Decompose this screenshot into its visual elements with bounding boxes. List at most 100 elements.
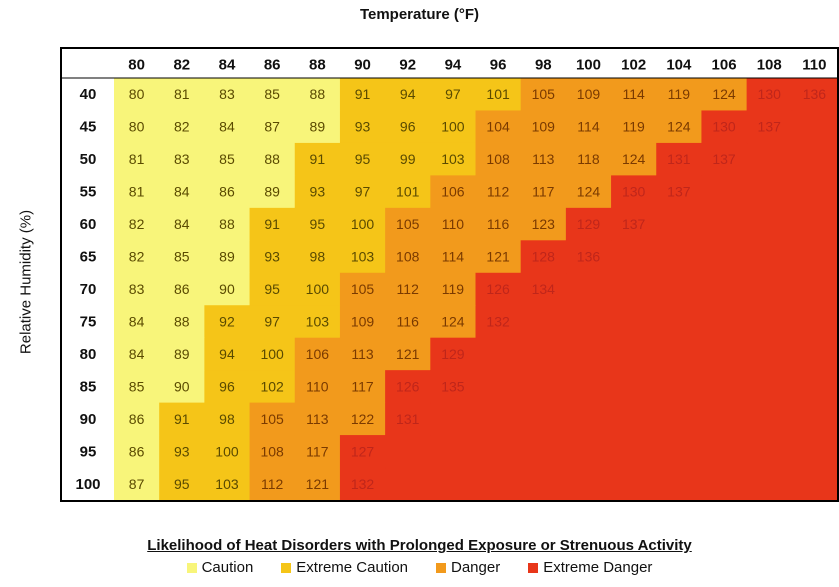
row-header-75: 75 bbox=[80, 313, 97, 330]
heat-cell bbox=[204, 142, 251, 176]
heat-cell-value: 91 bbox=[264, 216, 280, 232]
heat-cell bbox=[339, 370, 386, 404]
heat-cell-value: 91 bbox=[174, 411, 190, 427]
heat-cell bbox=[339, 240, 386, 274]
heat-cell-value: 130 bbox=[758, 86, 782, 102]
column-header-92: 92 bbox=[399, 57, 416, 74]
row-header-90: 90 bbox=[80, 411, 97, 428]
row-header-95: 95 bbox=[80, 443, 97, 460]
heat-cell bbox=[204, 207, 251, 241]
heat-cell bbox=[746, 110, 793, 144]
heat-cell bbox=[611, 207, 657, 241]
heat-cell-value: 130 bbox=[622, 184, 646, 200]
heat-cell bbox=[611, 110, 657, 144]
heat-cell bbox=[520, 142, 567, 176]
heat-cell bbox=[475, 305, 522, 339]
heat-cell bbox=[294, 402, 341, 436]
legend-item: Extreme Danger bbox=[528, 559, 652, 576]
heat-cell bbox=[249, 110, 296, 144]
heat-cell-value: 83 bbox=[219, 86, 235, 102]
heat-cell bbox=[159, 402, 205, 436]
heat-cell bbox=[385, 272, 431, 306]
heat-cell-value: 80 bbox=[129, 86, 145, 102]
heat-cell-value: 113 bbox=[351, 346, 374, 362]
heat-cell bbox=[656, 110, 702, 144]
heat-cell bbox=[204, 370, 251, 404]
row-header-70: 70 bbox=[80, 281, 97, 298]
legend-item: Extreme Caution bbox=[281, 559, 408, 576]
heat-cell-value: 104 bbox=[486, 119, 510, 135]
heat-cell bbox=[656, 78, 702, 111]
heat-cell-value: 97 bbox=[445, 86, 461, 102]
heat-cell-value: 95 bbox=[355, 151, 371, 167]
heat-cell bbox=[114, 175, 160, 209]
column-header-88: 88 bbox=[309, 57, 326, 74]
column-header-98: 98 bbox=[535, 57, 552, 74]
heat-cell-value: 88 bbox=[264, 151, 280, 167]
heat-cell-value: 110 bbox=[442, 216, 465, 232]
heat-cell-value: 110 bbox=[306, 378, 329, 394]
heat-cell bbox=[385, 207, 431, 241]
heat-cell bbox=[565, 175, 612, 209]
heat-cell-value: 118 bbox=[577, 151, 600, 167]
column-header-110: 110 bbox=[802, 57, 826, 74]
heat-cell bbox=[430, 78, 476, 111]
heat-cell bbox=[430, 370, 476, 404]
heat-cell-value: 134 bbox=[532, 281, 556, 297]
heat-cell bbox=[339, 78, 386, 111]
heat-cell bbox=[249, 207, 296, 241]
heat-cell bbox=[430, 337, 476, 371]
heat-cell bbox=[520, 110, 567, 144]
heat-cell bbox=[204, 78, 251, 111]
heat-cell-value: 86 bbox=[174, 281, 190, 297]
heat-cell-value: 84 bbox=[174, 184, 190, 200]
heat-cell bbox=[339, 435, 386, 469]
heat-cell bbox=[430, 142, 476, 176]
heat-cell-value: 80 bbox=[129, 119, 145, 135]
heat-cell-value: 88 bbox=[310, 86, 326, 102]
heat-cell-value: 100 bbox=[306, 281, 330, 297]
heat-cell bbox=[385, 142, 431, 176]
heat-cell-value: 95 bbox=[310, 216, 326, 232]
heat-cell bbox=[294, 207, 341, 241]
heat-cell bbox=[249, 370, 296, 404]
heat-cell-value: 105 bbox=[260, 411, 284, 427]
row-header-65: 65 bbox=[80, 249, 97, 266]
heat-cell bbox=[159, 207, 205, 241]
heat-cell bbox=[249, 305, 296, 339]
legend-item: Danger bbox=[436, 559, 500, 576]
heat-cell-value: 117 bbox=[532, 184, 555, 200]
heat-cell bbox=[249, 78, 296, 111]
heat-cell-value: 135 bbox=[441, 378, 465, 394]
heat-cell bbox=[114, 435, 160, 469]
heat-cell bbox=[611, 78, 657, 111]
heat-cell bbox=[114, 272, 160, 306]
heat-cell bbox=[520, 272, 567, 306]
heat-cell bbox=[475, 110, 522, 144]
heat-cell-value: 109 bbox=[351, 313, 375, 329]
heat-cell bbox=[430, 272, 476, 306]
heat-cell-value: 88 bbox=[174, 313, 190, 329]
heat-cell-value: 121 bbox=[486, 249, 510, 265]
heat-cell-value: 93 bbox=[174, 443, 190, 459]
heat-cell bbox=[294, 435, 341, 469]
heat-cell-value: 129 bbox=[577, 216, 601, 232]
legend-swatch bbox=[281, 562, 292, 573]
heat-cell-value: 122 bbox=[351, 411, 375, 427]
heat-cell-value: 137 bbox=[712, 151, 736, 167]
heat-cell bbox=[611, 142, 657, 176]
heat-cell-value: 86 bbox=[129, 411, 145, 427]
heat-cell-value: 95 bbox=[174, 476, 190, 492]
heat-cell-value: 97 bbox=[264, 313, 280, 329]
heat-cell bbox=[159, 175, 205, 209]
heat-cell-value: 105 bbox=[351, 281, 375, 297]
heat-cell-value: 94 bbox=[219, 346, 235, 362]
heat-cell-value: 85 bbox=[129, 378, 145, 394]
heat-cell bbox=[339, 207, 386, 241]
heat-cell-value: 100 bbox=[351, 216, 375, 232]
heat-cell-value: 113 bbox=[306, 411, 329, 427]
heat-cell-value: 93 bbox=[310, 184, 326, 200]
heat-cell-value: 91 bbox=[310, 151, 326, 167]
heat-cell bbox=[294, 272, 341, 306]
heat-cell bbox=[159, 240, 205, 274]
